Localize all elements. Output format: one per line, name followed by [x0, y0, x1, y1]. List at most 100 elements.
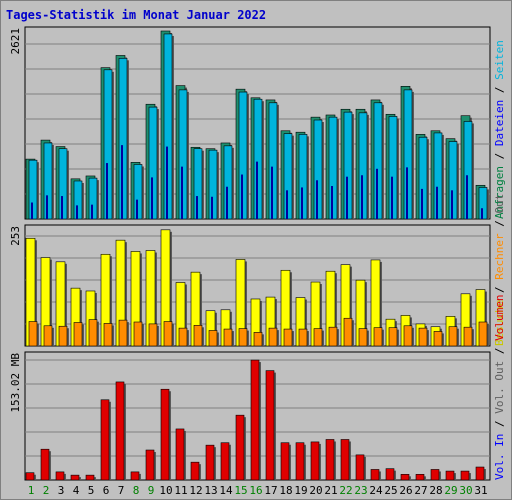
- bar-seiten-day-10: [166, 146, 168, 219]
- x-tick-label: 27: [414, 484, 427, 497]
- bar-seiten-day-16: [256, 161, 258, 219]
- bar-rechner-day-17: [268, 327, 278, 347]
- bar-rechner-day-18: [283, 328, 293, 347]
- bar-seiten-day-19: [301, 187, 303, 219]
- bar-volumen-day-6: [100, 399, 110, 481]
- bar-volumen-day-30: [460, 470, 470, 481]
- bar-volumen-day-27: [415, 474, 425, 481]
- legend-entry: Seiten: [493, 40, 506, 80]
- legend-panel-3: Vol. In / Vol. Out / Volumen: [493, 295, 506, 480]
- bar-rechner-day-13: [208, 330, 218, 347]
- bar-volumen-day-16: [250, 359, 260, 481]
- bar-seiten-day-1: [31, 202, 33, 219]
- bar-volumen-day-15: [235, 414, 245, 481]
- bar-seiten-day-4: [76, 205, 78, 219]
- bar-volumen-day-19: [295, 442, 305, 481]
- bar-volumen-day-1: [25, 472, 35, 481]
- x-tick-label: 11: [174, 484, 187, 497]
- bar-rechner-day-11: [178, 327, 188, 347]
- bar-seiten-day-21: [331, 186, 333, 219]
- x-tick-label: 25: [384, 484, 397, 497]
- x-tick-label: 5: [88, 484, 95, 497]
- legend-separator: /: [493, 280, 506, 300]
- x-tick-label: 4: [73, 484, 80, 497]
- x-tick-label: 29: [444, 484, 457, 497]
- bar-seiten-day-14: [226, 186, 228, 219]
- bar-seiten-day-18: [286, 190, 288, 219]
- chart-panels: 2621 253 153.02 MB: [9, 26, 491, 481]
- x-tick-label: 19: [294, 484, 307, 497]
- bar-volumen-day-9: [145, 449, 155, 481]
- bar-seiten-day-25: [391, 176, 393, 219]
- bar-rechner-day-9: [148, 323, 158, 347]
- bar-rechner-day-2: [43, 325, 53, 347]
- legend-separator: /: [493, 80, 506, 100]
- bar-rechner-day-3: [58, 325, 68, 347]
- bar-seiten-day-6: [106, 163, 108, 219]
- x-tick-label: 3: [58, 484, 65, 497]
- bar-volumen-day-4: [70, 474, 80, 481]
- bar-seiten-day-8: [136, 199, 138, 219]
- legend-entry: Dateien: [493, 100, 506, 146]
- bar-rechner-day-10: [163, 321, 173, 347]
- bar-volumen-day-5: [85, 474, 95, 481]
- bar-volumen-day-17: [265, 370, 275, 481]
- bar-seiten-day-17: [271, 166, 273, 219]
- bar-rechner-day-12: [193, 325, 203, 347]
- bar-rechner-day-5: [88, 319, 98, 347]
- x-tick-label: 30: [459, 484, 472, 497]
- bar-seiten-day-22: [346, 176, 348, 219]
- bar-volumen-day-28: [430, 469, 440, 481]
- bar-volumen-day-18: [280, 442, 290, 481]
- x-tick-label: 17: [264, 484, 277, 497]
- bar-rechner-day-26: [403, 325, 413, 347]
- y-max-label: 153.02 MB: [9, 353, 22, 413]
- panel-3: 153.02 MB: [9, 351, 491, 481]
- bar-seiten-day-30: [466, 175, 468, 219]
- bar-rechner-day-1: [28, 321, 38, 347]
- bar-rechner-day-28: [433, 331, 443, 347]
- x-tick-label: 14: [219, 484, 233, 497]
- bar-seiten-day-13: [211, 196, 213, 219]
- bar-volumen-day-23: [355, 454, 365, 481]
- bar-rechner-day-14: [223, 328, 233, 347]
- x-tick-label: 1: [28, 484, 35, 497]
- bar-seiten-day-28: [436, 186, 438, 219]
- x-tick-label: 18: [279, 484, 292, 497]
- x-tick-label: 7: [118, 484, 125, 497]
- x-tick-label: 8: [133, 484, 140, 497]
- bar-seiten-day-26: [406, 167, 408, 219]
- bar-seiten-day-11: [181, 166, 183, 219]
- bar-rechner-day-8: [133, 321, 143, 347]
- bar-rechner-day-23: [358, 328, 368, 347]
- bar-volumen-day-11: [175, 428, 185, 481]
- bar-seiten-day-12: [196, 196, 198, 219]
- bar-rechner-day-4: [73, 322, 83, 347]
- x-tick-label: 23: [354, 484, 367, 497]
- legend-entry: Out: [493, 194, 506, 214]
- bar-rechner-day-25: [388, 327, 398, 347]
- legend-panel-1: Anfragen / Dateien / Seiten: [493, 40, 506, 219]
- legend-entry: Anfragen: [493, 166, 506, 219]
- x-tick-label: 21: [324, 484, 337, 497]
- x-tick-label: 15: [234, 484, 247, 497]
- bar-seiten-day-15: [241, 174, 243, 219]
- bar-volumen-day-20: [310, 441, 320, 481]
- bar-volumen-day-25: [385, 468, 395, 481]
- chart-title: Tages-Statistik im Monat Januar 2022: [6, 8, 266, 22]
- bar-rechner-day-22: [343, 317, 353, 347]
- bar-seiten-day-31: [481, 208, 483, 219]
- bar-volumen-day-22: [340, 439, 350, 481]
- bar-volumen-day-14: [220, 442, 230, 481]
- y-max-label: 2621: [9, 28, 22, 55]
- bar-volumen-day-21: [325, 439, 335, 481]
- x-tick-label: 9: [148, 484, 155, 497]
- x-tick-label: 24: [369, 484, 383, 497]
- legend-entry: Besuche: [493, 300, 506, 346]
- bar-rechner-day-31: [478, 321, 488, 347]
- bar-seiten-day-3: [61, 196, 63, 219]
- x-axis-day-labels: 1 2 3 4 5 6 7 8 9 10 11 12 13 14 15 16 17 18 19 20 21 22 23 24 2…: [28, 484, 488, 497]
- bar-rechner-day-29: [448, 326, 458, 347]
